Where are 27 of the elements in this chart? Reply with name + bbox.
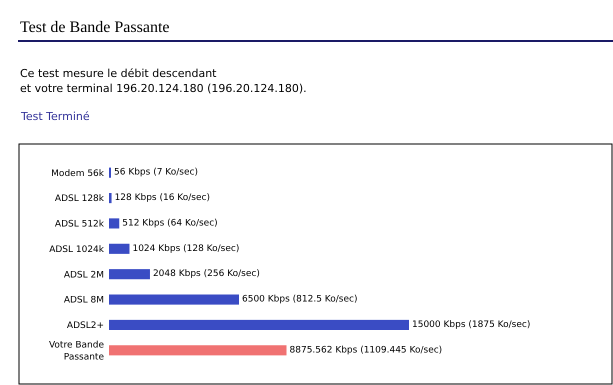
data-label: 2048 Kbps (256 Ko/sec) (152, 269, 260, 280)
y-tick-label: Modem 56k (51, 168, 105, 179)
data-label: 6500 Kbps (812.5 Ko/sec) (242, 294, 358, 305)
bar (109, 192, 112, 204)
data-label: 1024 Kbps (128 Ko/sec) (132, 244, 240, 254)
y-tick-label: ADSL 512k (54, 220, 105, 230)
data-label: 128 Kbps (16 Ko/sec) (114, 193, 210, 204)
text: Ce test mesure le débit descendant (20, 67, 218, 80)
chart-title: Test de Bande Passante (20, 19, 170, 36)
y-tick-label: ADSL 128k (54, 194, 105, 204)
y-tick-label: ADSL 1024k (49, 244, 105, 255)
bar (109, 244, 130, 254)
data-label: 15000 Kbps (1875 Ko/sec) (412, 320, 530, 330)
bar (109, 294, 239, 305)
bar (109, 218, 120, 229)
text: Test Terminé (20, 110, 90, 123)
data-label: 56 Kbps (7 Ko/sec) (114, 168, 198, 178)
y-tick-label: Votre Bande Passante (48, 340, 104, 362)
bar (109, 269, 150, 280)
text: et votre terminal 196.20.124.180 (196.20.124.180). (20, 82, 307, 95)
bar (109, 345, 287, 356)
data-label: 512 Kbps (64 Ko/sec) (122, 218, 218, 228)
y-tick-label: ADSL 2M (64, 270, 104, 280)
y-tick-label: ADSL2+ (66, 321, 104, 332)
bar (109, 320, 409, 330)
y-tick-label: ADSL 8M (64, 296, 104, 306)
data-label: 8875.562 Kbps (1109.445 Ko/sec) (290, 345, 442, 356)
